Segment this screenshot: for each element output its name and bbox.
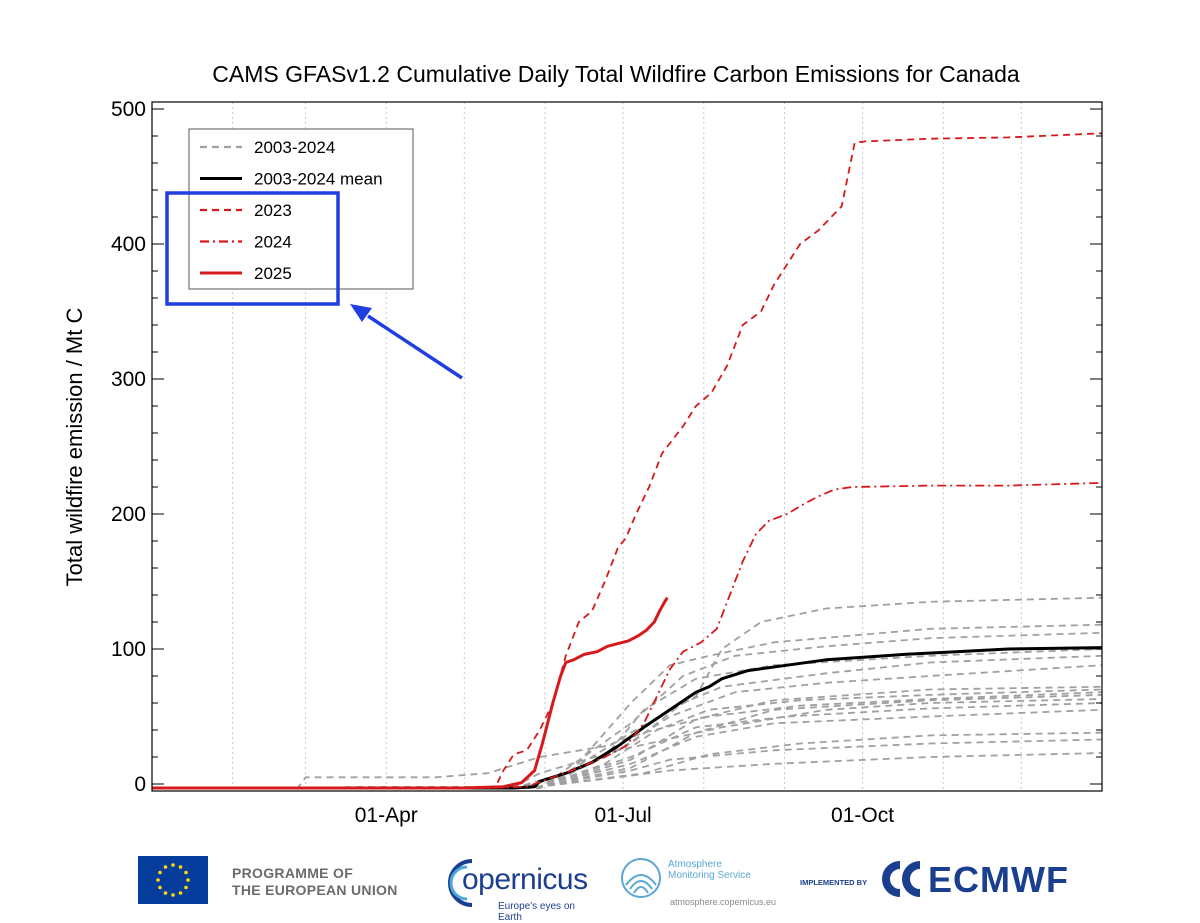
main-series: [152, 132, 1103, 790]
y-tick-label: 0: [134, 773, 146, 796]
copernicus-word: opernicus: [462, 863, 588, 896]
legend-label: 2023: [254, 201, 292, 220]
legend-label: 2024: [254, 233, 292, 252]
y-axis-label: Total wildfire emission / Mt C: [62, 308, 87, 587]
background-year-line: [151, 654, 1103, 789]
eu-text-line1: PROGRAMME OF: [232, 865, 354, 881]
atmosphere-url: atmosphere.copernicus.eu: [670, 897, 777, 907]
background-year-line: [152, 596, 1103, 789]
ecmwf-symbol-icon: [882, 861, 921, 897]
ecmwf-logo: ECMWF: [878, 859, 1078, 900]
y-axis: 0 100 200 300 400 500: [111, 98, 1102, 796]
background-years: [151, 596, 1103, 789]
background-year-line: [152, 648, 1103, 789]
series-line-2024: [152, 482, 1103, 789]
footer-logos: PROGRAMME OF THE EUROPEAN UNION opernicu…: [0, 845, 1200, 923]
copernicus-tagline: Europe's eyes on Earth: [498, 901, 575, 923]
eu-text-line2: THE EUROPEAN UNION: [232, 882, 398, 898]
x-tick-label: 01-Jul: [594, 804, 651, 827]
chart-title: CAMS GFASv1.2 Cumulative Daily Total Wil…: [212, 61, 1020, 87]
background-year-line: [151, 738, 1103, 789]
background-year-line: [151, 688, 1103, 789]
eu-flag-icon: [138, 856, 208, 904]
y-tick-label: 500: [111, 98, 146, 121]
atmosphere-text: Atmosphere Monitoring Service: [668, 859, 751, 881]
atmosphere-monitoring-logo: Atmosphere Monitoring Service atmosphere…: [618, 855, 778, 915]
legend: 2003-2024 2003-2024 mean 2023 2024 2025: [188, 128, 414, 290]
implemented-by-label: IMPLEMENTED BY: [800, 878, 868, 887]
y-tick-label: 400: [111, 233, 146, 256]
atmosphere-line1: Atmosphere: [668, 859, 722, 870]
background-year-line: [151, 752, 1103, 789]
copernicus-logo: opernicus Europe's eyes on Earth: [440, 853, 590, 923]
eu-programme-text: PROGRAMME OF THE EUROPEAN UNION: [232, 865, 398, 899]
legend-highlight-box: [165, 191, 340, 306]
atmosphere-globe-icon: [621, 858, 661, 898]
series-line-2025: [152, 596, 669, 790]
series-line-2003-2024-mean: [152, 646, 1103, 790]
copernicus-c-icon: [448, 859, 473, 907]
plot-frame: [151, 101, 1103, 792]
y-tick-label: 200: [111, 503, 146, 526]
background-year-line: [152, 691, 1103, 789]
x-axis: 01-Apr 01-Jul 01-Oct: [355, 804, 894, 827]
legend-label: 2003-2024: [254, 138, 335, 157]
legend-label: 2003-2024 mean: [254, 170, 383, 189]
background-year-line: [152, 631, 1103, 789]
atmosphere-line2: Monitoring Service: [668, 870, 751, 881]
ecmwf-word: ECMWF: [928, 859, 1069, 900]
x-tick-label: 01-Oct: [831, 804, 894, 827]
x-tick-label: 01-Apr: [355, 804, 418, 827]
highlight-arrow: [350, 304, 463, 380]
background-year-line: [151, 694, 1103, 789]
legend-label: 2025: [254, 264, 292, 283]
background-year-line: [152, 623, 1103, 789]
chart: CAMS GFASv1.2 Cumulative Daily Total Wil…: [62, 61, 1103, 827]
y-tick-label: 100: [111, 638, 146, 661]
y-tick-label: 300: [111, 368, 146, 391]
